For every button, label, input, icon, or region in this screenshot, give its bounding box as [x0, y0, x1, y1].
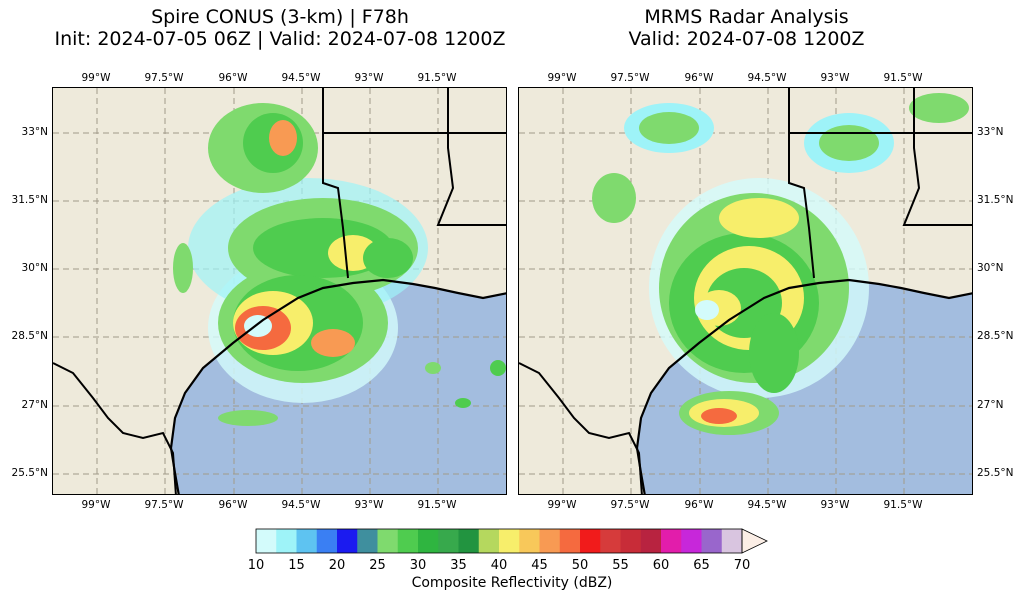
lat-label: 30°N	[21, 262, 48, 274]
lat-label: 28.5°N	[977, 330, 1014, 342]
lat-label: 25.5°N	[977, 467, 1014, 479]
colorbar-cell	[661, 529, 682, 553]
colorbar-tick-label: 65	[693, 558, 710, 573]
lon-label-bottom: 94.5°W	[747, 499, 787, 511]
observed-reflectivity	[592, 93, 969, 435]
left-title: Spire CONUS (3-km) | F78h Init: 2024-07-…	[0, 6, 560, 50]
colorbar-tick-label: 55	[612, 558, 629, 573]
left-title-line1: Spire CONUS (3-km) | F78h	[151, 6, 409, 28]
colorbar-cell	[539, 529, 561, 553]
colorbar-tick-label: 15	[288, 558, 305, 573]
lon-label-bottom: 91.5°W	[883, 499, 923, 511]
lon-label-top: 97.5°W	[144, 72, 184, 84]
lat-label: 30°N	[977, 262, 1004, 274]
lon-label-top: 99°W	[81, 72, 111, 84]
colorbar-tick-label: 35	[450, 558, 467, 573]
colorbar-cell	[681, 529, 702, 553]
colorbar-extend-arrow	[741, 528, 768, 554]
colorbar-cell	[397, 529, 419, 553]
lon-label-top: 96°W	[218, 72, 248, 84]
colorbar-cell	[316, 529, 338, 553]
colorbar-frame	[255, 528, 743, 554]
colorbar-cell	[499, 529, 520, 553]
right-map-panel	[518, 87, 973, 495]
right-map	[519, 88, 972, 494]
colorbar-cell	[337, 529, 358, 553]
lon-label-bottom: 96°W	[684, 499, 714, 511]
colorbar-cell	[458, 529, 480, 553]
colorbar-cell	[600, 529, 621, 553]
lon-label-bottom: 99°W	[547, 499, 577, 511]
colorbar-tick-label: 45	[531, 558, 548, 573]
colorbar-tick-label: 30	[409, 558, 427, 573]
colorbar-cell	[721, 529, 743, 553]
lon-label-top: 99°W	[547, 72, 577, 84]
lon-label-bottom: 94.5°W	[281, 499, 321, 511]
colorbar-cell	[256, 529, 277, 553]
lon-label-top: 96°W	[684, 72, 714, 84]
colorbar-cell	[478, 529, 500, 553]
left-map-panel	[52, 87, 507, 495]
colorbar-label: Composite Reflectivity (dBZ)	[411, 575, 613, 591]
colorbar-cell	[276, 529, 297, 553]
colorbar-cell	[296, 529, 318, 553]
lat-label: 31.5°N	[977, 194, 1014, 206]
colorbar-cell	[620, 529, 642, 553]
colorbar	[255, 528, 768, 554]
lon-label-bottom: 91.5°W	[417, 499, 457, 511]
colorbar-cell	[377, 529, 399, 553]
lon-label-bottom: 99°W	[81, 499, 111, 511]
lon-label-top: 94.5°W	[281, 72, 321, 84]
forecast-reflectivity	[173, 103, 506, 426]
right-title: MRMS Radar Analysis Valid: 2024-07-08 12…	[520, 6, 973, 50]
colorbar-tick-label: 20	[328, 558, 346, 573]
colorbar-tick-label: 25	[369, 558, 386, 573]
colorbar-tick-label: 70	[733, 558, 751, 573]
colorbar-cell	[438, 529, 459, 553]
colorbar-tick-label: 60	[652, 558, 670, 573]
lon-label-top: 91.5°W	[417, 72, 457, 84]
lon-label-top: 91.5°W	[883, 72, 923, 84]
right-title-line1: MRMS Radar Analysis	[644, 6, 849, 28]
colorbar-tick-label: 10	[247, 558, 265, 573]
colorbar-cell	[559, 529, 581, 553]
lat-label: 33°N	[977, 126, 1004, 138]
left-map	[53, 88, 506, 494]
lon-label-bottom: 97.5°W	[144, 499, 184, 511]
lon-label-top: 94.5°W	[747, 72, 787, 84]
lat-label: 31.5°N	[11, 194, 48, 206]
colorbar-tick-label: 40	[490, 558, 508, 573]
lon-label-bottom: 97.5°W	[610, 499, 650, 511]
lat-label: 28.5°N	[11, 330, 48, 342]
lat-label: 33°N	[21, 126, 48, 138]
state-borders	[53, 88, 506, 494]
lon-label-bottom: 93°W	[354, 499, 384, 511]
colorbar-cell	[357, 529, 378, 553]
lat-label: 27°N	[977, 399, 1004, 411]
lon-label-bottom: 93°W	[820, 499, 850, 511]
left-title-line2: Init: 2024-07-05 06Z | Valid: 2024-07-08…	[54, 28, 506, 50]
colorbar-cell	[701, 529, 723, 553]
lon-label-bottom: 96°W	[218, 499, 248, 511]
lat-label: 25.5°N	[11, 467, 48, 479]
colorbar-tick-label: 50	[571, 558, 589, 573]
colorbar-cell	[519, 529, 540, 553]
lon-label-top: 93°W	[354, 72, 384, 84]
lon-label-top: 93°W	[820, 72, 850, 84]
right-title-line2: Valid: 2024-07-08 1200Z	[628, 28, 865, 50]
colorbar-cell	[580, 529, 601, 553]
state-borders	[519, 88, 972, 494]
lon-label-top: 97.5°W	[610, 72, 650, 84]
lat-label: 27°N	[21, 399, 48, 411]
colorbar-cell	[418, 529, 439, 553]
colorbar-cell	[640, 529, 662, 553]
